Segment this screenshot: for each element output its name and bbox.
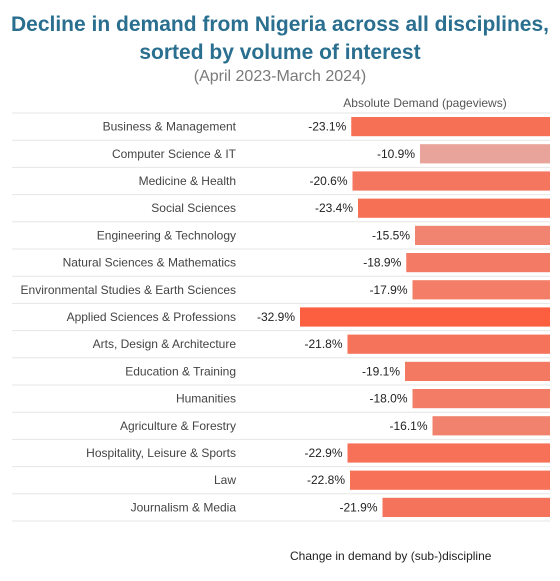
- bar: [412, 389, 550, 409]
- bar: [406, 253, 550, 273]
- category-label: Medicine & Health: [139, 174, 236, 188]
- column-header: Absolute Demand (pageviews): [343, 96, 507, 110]
- category-label: Hospitality, Leisure & Sports: [86, 446, 236, 460]
- bar: [412, 280, 550, 300]
- bar: [420, 144, 550, 164]
- value-label: -21.8%: [304, 337, 342, 351]
- value-label: -17.9%: [369, 283, 407, 297]
- value-label: -18.9%: [363, 256, 401, 270]
- category-label: Agriculture & Forestry: [120, 419, 236, 433]
- category-label: Engineering & Technology: [97, 228, 236, 242]
- chart-title-line-1: Decline in demand from Nigeria across al…: [10, 13, 549, 36]
- category-label: Business & Management: [103, 120, 237, 134]
- bar: [347, 334, 550, 354]
- category-label: Humanities: [176, 392, 236, 406]
- value-label: -22.8%: [307, 473, 345, 487]
- category-label: Computer Science & IT: [112, 147, 237, 161]
- value-label: -20.6%: [309, 174, 347, 188]
- value-label: -23.4%: [315, 201, 353, 215]
- bar: [405, 361, 550, 381]
- bar: [358, 198, 550, 218]
- bar: [352, 171, 550, 191]
- category-label: Education & Training: [125, 364, 236, 378]
- category-label: Social Sciences: [151, 201, 236, 215]
- category-label: Natural Sciences & Mathematics: [63, 256, 236, 270]
- value-label: -21.9%: [339, 500, 377, 514]
- category-label: Law: [214, 473, 236, 487]
- value-label: -16.1%: [389, 419, 427, 433]
- bar: [382, 497, 550, 517]
- value-label: -32.9%: [257, 310, 295, 324]
- chart-footer: Change in demand by (sub-)discipline: [290, 549, 492, 563]
- value-label: -22.9%: [304, 446, 342, 460]
- value-label: -23.1%: [308, 120, 346, 134]
- category-label: Environmental Studies & Earth Sciences: [21, 283, 236, 297]
- bar: [415, 225, 550, 245]
- category-label: Arts, Design & Architecture: [93, 337, 237, 351]
- value-label: -18.0%: [369, 392, 407, 406]
- bar: [432, 416, 550, 436]
- value-label: -15.5%: [372, 228, 410, 242]
- value-label: -19.1%: [362, 364, 400, 378]
- bar: [350, 470, 550, 490]
- bar: [347, 443, 550, 463]
- chart-subtitle: (April 2023-March 2024): [193, 68, 367, 85]
- category-label: Applied Sciences & Professions: [67, 310, 236, 324]
- bar: [351, 117, 550, 137]
- value-label: -10.9%: [377, 147, 415, 161]
- bar: [300, 307, 550, 327]
- category-label: Journalism & Media: [131, 500, 237, 514]
- chart-title-line-2: sorted by volume of interest: [139, 41, 421, 64]
